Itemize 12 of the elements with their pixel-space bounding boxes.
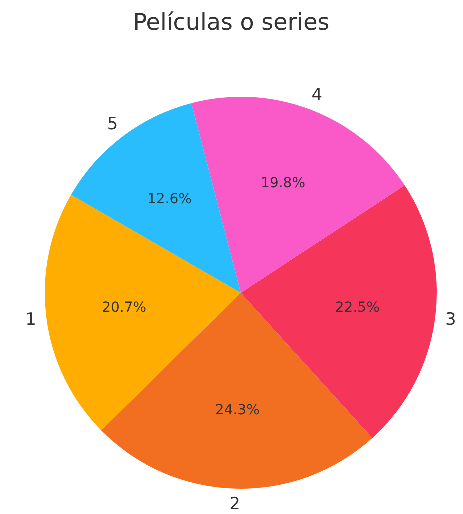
data-label: 12.6% <box>148 191 192 208</box>
data-label: 19.8% <box>261 175 306 192</box>
slice-label: 2 <box>230 494 240 514</box>
slice-label: 4 <box>312 85 323 106</box>
data-label: 20.7% <box>102 300 147 316</box>
chart-title: Películas o series <box>132 10 331 36</box>
data-label: 22.5% <box>335 300 380 316</box>
data-label: 24.3% <box>215 402 260 419</box>
slice-label: 3 <box>446 310 456 330</box>
slice-label: 5 <box>107 114 118 135</box>
slice-label: 1 <box>26 310 36 330</box>
pie-slice <box>71 103 241 293</box>
